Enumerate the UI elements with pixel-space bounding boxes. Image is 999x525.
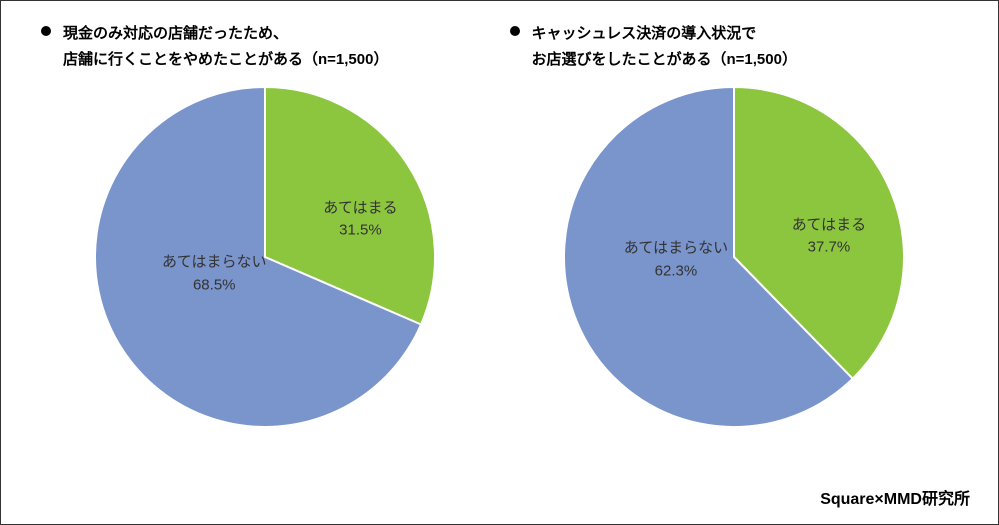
chart-title-line1: キャッシュレス決済の導入状況で <box>532 25 757 42</box>
chart-title-row: キャッシュレス決済の導入状況で お店選びをしたことがある（n=1,500） <box>500 21 969 72</box>
pie-area: あてはまる37.7% あてはまらない62.3% <box>500 87 969 427</box>
chart-title: キャッシュレス決済の導入状況で お店選びをしたことがある（n=1,500） <box>532 21 797 72</box>
footer-credit: Square×MMD研究所 <box>820 485 970 509</box>
slice-label: あてはまる31.5% <box>323 197 397 242</box>
chart-title-line1: 現金のみ対応の店舗だったため、 <box>63 25 288 42</box>
slice-label: あてはまる37.7% <box>792 214 866 259</box>
slice-label: あてはまらない62.3% <box>624 238 728 283</box>
chart-block-right: キャッシュレス決済の導入状況で お店選びをしたことがある（n=1,500） あて… <box>500 21 969 427</box>
chart-block-left: 現金のみ対応の店舗だったため、 店舗に行くことをやめたことがある（n=1,500… <box>31 21 500 427</box>
chart-title: 現金のみ対応の店舗だったため、 店舗に行くことをやめたことがある（n=1,500… <box>63 21 388 72</box>
pie-area: あてはまる31.5% あてはまらない68.5% <box>31 87 500 427</box>
charts-container: 現金のみ対応の店舗だったため、 店舗に行くことをやめたことがある（n=1,500… <box>1 1 998 427</box>
pie-wrap-left: あてはまる31.5% あてはまらない68.5% <box>95 87 435 427</box>
pie-wrap-right: あてはまる37.7% あてはまらない62.3% <box>564 87 904 427</box>
chart-title-row: 現金のみ対応の店舗だったため、 店舗に行くことをやめたことがある（n=1,500… <box>31 21 500 72</box>
bullet-icon <box>510 26 520 36</box>
slice-label: あてはまらない68.5% <box>162 252 266 297</box>
bullet-icon <box>41 26 51 36</box>
chart-title-line2: 店舗に行くことをやめたことがある（n=1,500） <box>63 51 388 68</box>
chart-title-line2: お店選びをしたことがある（n=1,500） <box>532 51 797 68</box>
